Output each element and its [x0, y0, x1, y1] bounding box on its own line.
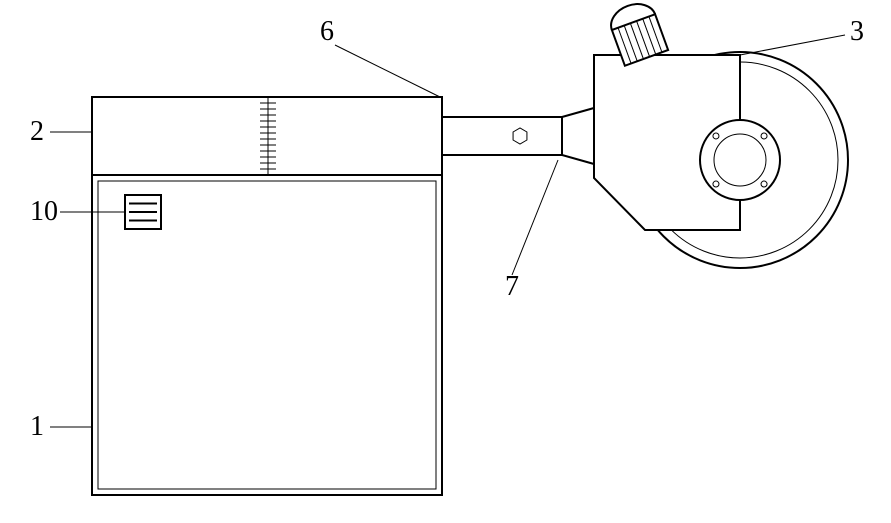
callout-label-6: 6 — [320, 16, 334, 47]
callout-label-10: 10 — [30, 196, 58, 227]
callout-label-2: 2 — [30, 116, 44, 147]
hub-outer — [700, 120, 780, 200]
main-box-outer — [92, 175, 442, 495]
callout-label-1: 1 — [30, 411, 44, 442]
callout-line-3 — [740, 35, 845, 55]
callout-label-3: 3 — [850, 16, 864, 47]
callout-label-7: 7 — [505, 271, 519, 302]
callout-line-7 — [512, 160, 558, 275]
joint-piece — [562, 108, 594, 164]
callout-line-6 — [335, 45, 440, 97]
main-box-inner — [98, 181, 436, 489]
arm-bar — [442, 117, 562, 155]
